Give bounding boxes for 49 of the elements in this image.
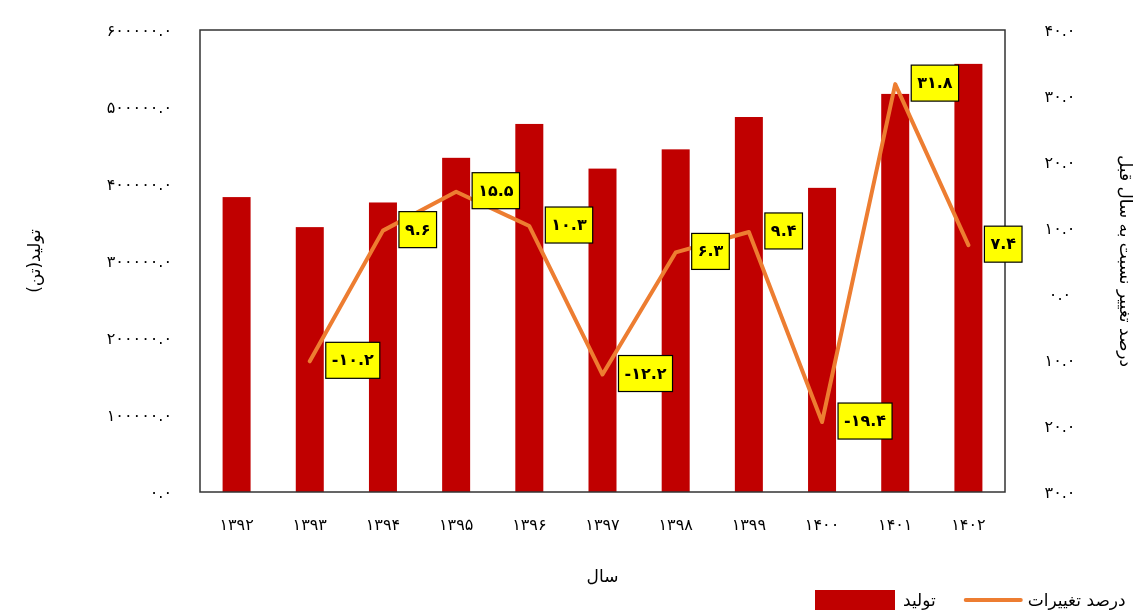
x-tick-label: ۱۳۹۴ xyxy=(365,515,401,534)
x-axis-title: سال xyxy=(586,566,619,586)
x-tick-label: ۱۴۰۲ xyxy=(951,515,986,534)
y-tick-label: ۱۰۰۰۰۰.۰ xyxy=(106,406,172,425)
y-tick-label: ۳۰۰۰۰۰.۰ xyxy=(106,252,172,271)
y-tick-label: ۴۰۰۰۰۰.۰ xyxy=(106,175,172,194)
x-tick-label: ۱۳۹۹ xyxy=(731,515,767,534)
y2-tick-label: ۱۰.۰ xyxy=(1044,219,1076,238)
x-tick-label: ۱۳۹۳ xyxy=(292,515,328,534)
data-label: ۶.۳ xyxy=(697,241,724,261)
y-tick-label: ۰.۰ xyxy=(149,483,172,502)
y-tick-label: ۵۰۰۰۰۰.۰ xyxy=(106,98,172,117)
x-tick-label: ۱۳۹۲ xyxy=(219,515,254,534)
x-tick-label: ۱۳۹۷ xyxy=(585,515,621,534)
legend-label: تولید xyxy=(903,590,937,610)
y2-tick-label: ۳۰.۰ xyxy=(1044,483,1076,502)
x-tick-label: ۱۴۰۱ xyxy=(878,515,913,534)
data-label: ۹.۴ xyxy=(770,220,797,240)
bar xyxy=(442,157,471,492)
y-tick-label: ۲۰۰۰۰۰.۰ xyxy=(106,329,172,348)
data-label: ۱۰.۳ xyxy=(551,215,587,235)
x-tick-label: ۱۳۹۸ xyxy=(658,515,694,534)
y2-tick-label: ۲۰.۰ xyxy=(1044,417,1076,436)
y2-tick-label: ۲۰.۰ xyxy=(1044,153,1076,172)
bar xyxy=(515,123,544,492)
y-axis-title: تولید(تن) xyxy=(24,228,44,293)
y2-axis-title: درصد تغییر نسبت به سال قبل xyxy=(1116,154,1136,368)
y2-tick-label: ۴۰.۰ xyxy=(1044,21,1076,40)
x-tick-label: ۱۳۹۶ xyxy=(512,515,547,534)
x-tick-label: ۱۴۰۰ xyxy=(804,515,840,534)
data-label: ۳۱.۸ xyxy=(917,73,953,93)
data-label: -۱۲.۲ xyxy=(624,363,667,383)
data-label: ۷.۴ xyxy=(990,234,1017,254)
x-tick-label: ۱۳۹۵ xyxy=(438,515,474,534)
data-label: ۹.۶ xyxy=(404,219,431,239)
y2-tick-label: ۰.۰ xyxy=(1048,285,1072,304)
legend-label: درصد تغییرات xyxy=(1027,590,1126,610)
bar xyxy=(222,197,251,492)
bar xyxy=(808,187,837,492)
y-tick-label: ۶۰۰۰۰۰.۰ xyxy=(106,21,172,40)
bar xyxy=(734,117,763,492)
bar xyxy=(295,227,324,492)
data-label: -۱۰.۲ xyxy=(331,350,375,370)
data-label: -۱۹.۴ xyxy=(844,411,887,431)
data-label: ۱۵.۵ xyxy=(478,180,514,200)
bar xyxy=(588,168,617,492)
y2-tick-label: ۳۰.۰ xyxy=(1044,87,1076,106)
bar xyxy=(954,63,983,492)
y2-tick-label: ۱۰.۰ xyxy=(1044,351,1076,370)
